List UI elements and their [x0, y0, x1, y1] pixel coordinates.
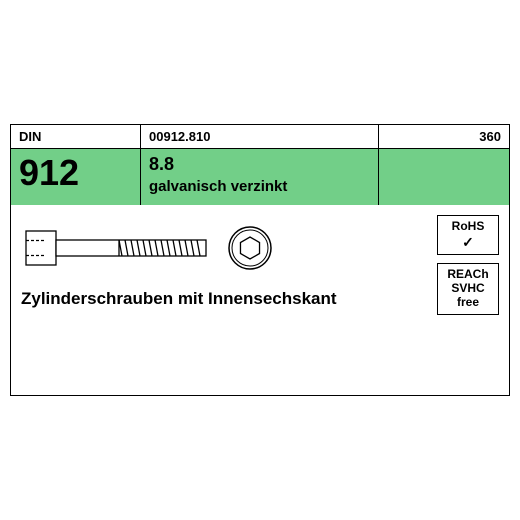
header-row: DIN 00912.810 360	[11, 125, 509, 149]
std-label: DIN	[11, 125, 141, 148]
check-icon: ✓	[440, 234, 496, 250]
type-code: 360	[379, 125, 509, 148]
grade-coating-cell: 8.8 galvanisch verzinkt	[141, 149, 379, 206]
din-number-cell: 912	[11, 149, 141, 206]
reach-badge: REACh SVHC free	[437, 263, 499, 314]
reach-line1: REACh	[440, 268, 496, 282]
body-area: RoHS ✓ REACh SVHC free Zylinderschrauben…	[11, 205, 509, 395]
din-number: 912	[19, 155, 132, 191]
product-spec-card: DIN 00912.810 360 912 8.8 galvanisch ver…	[10, 124, 510, 397]
screw-front-icon	[227, 225, 273, 271]
rohs-label: RoHS	[440, 220, 496, 234]
grade: 8.8	[149, 155, 370, 175]
coating: galvanisch verzinkt	[149, 178, 370, 195]
reach-line3: free	[440, 296, 496, 310]
screw-side-icon	[25, 229, 209, 267]
spec-spacer	[379, 149, 509, 206]
material-code: 00912.810	[141, 125, 379, 148]
compliance-badges: RoHS ✓ REACh SVHC free	[437, 215, 499, 314]
product-title: Zylinderschrauben mit Innensechskant	[21, 289, 499, 309]
rohs-badge: RoHS ✓	[437, 215, 499, 255]
reach-line2: SVHC	[440, 282, 496, 296]
spec-row: 912 8.8 galvanisch verzinkt	[11, 149, 509, 206]
illustration	[25, 225, 499, 271]
